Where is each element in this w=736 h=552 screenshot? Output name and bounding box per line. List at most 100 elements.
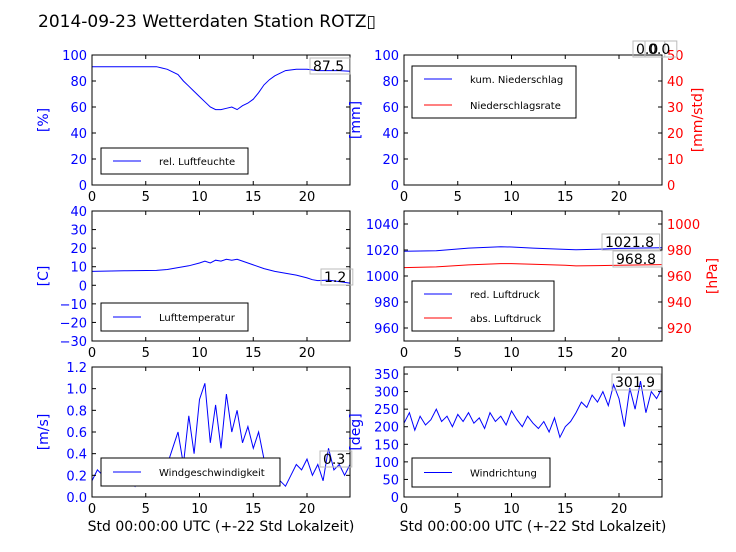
y-tick-label: 80 bbox=[382, 75, 399, 90]
x-axis-label: Std 00:00:00 UTC (+-22 Std Lokalzeit) bbox=[88, 519, 355, 535]
current-value: 968.8 bbox=[616, 252, 656, 268]
axes-frame bbox=[403, 366, 663, 498]
x-tick-label: 15 bbox=[245, 190, 262, 205]
y-tick-label: 20 bbox=[70, 153, 87, 168]
current-value: 1.2 bbox=[324, 270, 346, 286]
y-axis-label: [deg] bbox=[348, 413, 364, 450]
figure-title: 2014-09-23 Wetterdaten Station ROTZ▯ bbox=[38, 12, 376, 32]
y-tick-label: −10 bbox=[60, 298, 87, 313]
legend-label: Windrichtung bbox=[470, 469, 537, 480]
x-tick-label: 5 bbox=[142, 346, 150, 361]
x-tick-label: 20 bbox=[611, 502, 628, 517]
y-tick-label: 40 bbox=[70, 205, 87, 220]
y-tick-label: 40 bbox=[70, 127, 87, 142]
x-tick-label: 5 bbox=[454, 346, 462, 361]
subplot-2: 0 5 10 15 2002040608010001020304050[mm/std][… bbox=[348, 40, 706, 205]
x-tick-label: 15 bbox=[245, 346, 262, 361]
y2-tick-label: 1000 bbox=[667, 218, 700, 233]
x-tick-label: 15 bbox=[245, 502, 262, 517]
y-tick-label: 0.4 bbox=[66, 448, 87, 463]
legend-box bbox=[411, 280, 555, 332]
y-tick-label: 20 bbox=[70, 242, 87, 257]
y-tick-label: 1000 bbox=[366, 270, 399, 285]
y-tick-label: 60 bbox=[70, 101, 87, 116]
y-axis-label: [%] bbox=[36, 108, 52, 132]
x-tick-label: 10 bbox=[503, 346, 520, 361]
y2-axis-label: [mm/std] bbox=[690, 88, 706, 153]
legend-label: Lufttemperatur bbox=[159, 313, 236, 324]
y2-tick-label: 920 bbox=[667, 322, 692, 337]
y-tick-label: 980 bbox=[374, 296, 399, 311]
axes-frame bbox=[91, 210, 351, 342]
y-axis-label: [mm] bbox=[348, 101, 364, 139]
y-tick-label: 1.0 bbox=[66, 383, 87, 398]
x-tick-label: 0 bbox=[400, 190, 408, 205]
x-tick-label: 5 bbox=[454, 502, 462, 517]
y2-tick-label: 20 bbox=[667, 127, 684, 142]
x-tick-label: 20 bbox=[299, 502, 316, 517]
series-line-1 bbox=[403, 246, 663, 252]
value-box bbox=[611, 373, 662, 391]
current-value: 301.9 bbox=[615, 375, 655, 391]
y-tick-label: 0.6 bbox=[66, 426, 87, 441]
y-tick-label: 10 bbox=[70, 261, 87, 276]
legend: Windgeschwindigkeit bbox=[100, 457, 281, 487]
y2-tick-label: 0 bbox=[667, 179, 675, 194]
legend-label: abs. Luftdruck bbox=[470, 314, 541, 325]
legend-label: Windgeschwindigkeit bbox=[159, 468, 265, 479]
current-value: 0.0 bbox=[648, 42, 670, 58]
x-tick-label: 15 bbox=[557, 346, 574, 361]
y2-axis-label: [hPa] bbox=[705, 258, 721, 294]
x-tick-label: 10 bbox=[503, 502, 520, 517]
x-tick-label: 15 bbox=[557, 502, 574, 517]
x-tick-label: 5 bbox=[454, 190, 462, 205]
subplot-4: 0 5 10 15 20 960 980 1000 1020 1040 920 940 960 980 10… bbox=[366, 210, 721, 361]
x-tick-label: 0 bbox=[88, 346, 96, 361]
current-value: 1021.8 bbox=[605, 235, 654, 251]
value-box bbox=[644, 40, 678, 58]
y2-tick-label: 30 bbox=[667, 101, 684, 116]
y2-tick-label: 960 bbox=[667, 270, 692, 285]
x-tick-label: 5 bbox=[142, 502, 150, 517]
y2-tick-label: 940 bbox=[667, 296, 692, 311]
y-tick-label: 0 bbox=[391, 179, 399, 194]
x-tick-label: 10 bbox=[503, 190, 520, 205]
x-tick-label: 0 bbox=[400, 346, 408, 361]
y-tick-label: 0 bbox=[391, 491, 399, 506]
x-tick-label: 10 bbox=[191, 502, 208, 517]
x-tick-label: 20 bbox=[611, 346, 628, 361]
subplot-5: 0 5 10 15 20 0.0 0.2 0.4 0.6 0.8 1.0 1.2 [m/s] Std 00… bbox=[36, 361, 354, 535]
y-tick-label: 150 bbox=[374, 438, 399, 453]
y-tick-label: 100 bbox=[374, 456, 399, 471]
y-tick-label: 0.8 bbox=[66, 404, 87, 419]
y-tick-label: 200 bbox=[374, 421, 399, 436]
legend: Windrichtung bbox=[411, 457, 551, 488]
y-tick-label: 960 bbox=[374, 322, 399, 337]
current-value: 87.5 bbox=[313, 59, 344, 75]
x-axis-label: Std 00:00:00 UTC (+-22 Std Lokalzeit) bbox=[400, 519, 667, 535]
y-axis-label: [C] bbox=[36, 266, 52, 287]
legend: Lufttemperatur bbox=[100, 302, 249, 332]
y-tick-label: 0.0 bbox=[66, 491, 87, 506]
x-tick-label: 0 bbox=[400, 502, 408, 517]
value-box bbox=[320, 268, 354, 286]
subplot-3: 0 5 10 15 20 −30 −20 −10 0 10 20 30 40 [C] Lufttempera… bbox=[36, 205, 354, 361]
y-tick-label: 40 bbox=[382, 127, 399, 142]
x-tick-label: 10 bbox=[191, 346, 208, 361]
x-tick-label: 5 bbox=[142, 190, 150, 205]
legend-label: red. Luftdruck bbox=[470, 290, 540, 301]
axes-frame bbox=[403, 54, 663, 186]
x-tick-label: 0 bbox=[88, 190, 96, 205]
current-value: 0.0 bbox=[636, 42, 658, 58]
subplot-1: 0 5 10 15 20 0 20 40 60 80 100 [%] rel. Luftfeuchte 8… bbox=[36, 49, 351, 205]
y-tick-label: 0 bbox=[79, 179, 87, 194]
x-tick-label: 15 bbox=[557, 190, 574, 205]
series-line-1 bbox=[403, 381, 663, 439]
x-tick-label: 0 bbox=[88, 502, 96, 517]
y-tick-label: 100 bbox=[62, 49, 87, 64]
y2-tick-label: 980 bbox=[667, 244, 692, 259]
legend: kum. Niederschlag Niederschlagsrate bbox=[411, 65, 577, 119]
